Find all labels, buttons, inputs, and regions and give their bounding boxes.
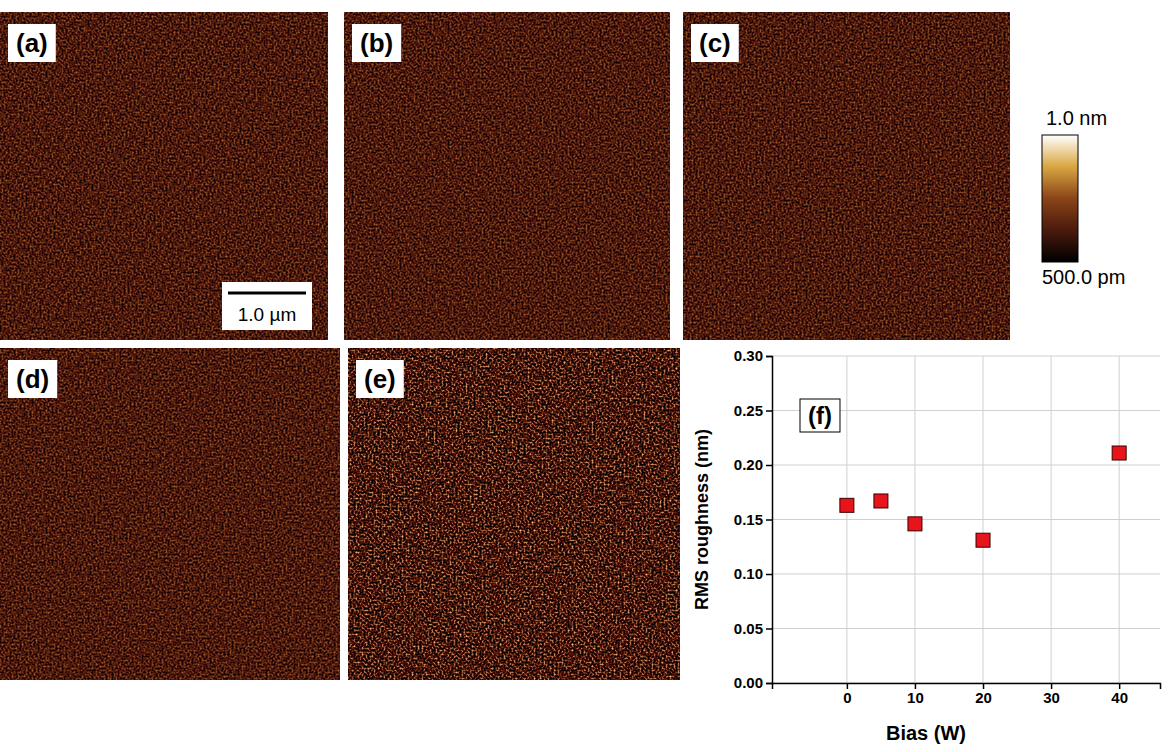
afm-panel: (e) (348, 348, 680, 680)
afm-image (683, 12, 1010, 340)
point (840, 498, 854, 512)
tick: 20 (975, 683, 992, 706)
tick-label: 0.15 (734, 511, 763, 528)
scale-bar-label: 1.0 µm (238, 304, 296, 325)
panel-label-box (352, 24, 401, 62)
grid-line (772, 628, 1160, 629)
tick: 0.00 (734, 674, 772, 691)
grid-line (772, 519, 1160, 520)
afm-image (0, 12, 328, 340)
tick: 0.05 (734, 620, 772, 637)
panel-label-box (8, 24, 56, 62)
afm-panel: (d) (0, 348, 340, 680)
tick-mark (766, 410, 772, 412)
grid-line (772, 574, 1160, 575)
tick-label: 0 (843, 689, 851, 706)
scale-bar-line (228, 292, 306, 295)
afm-panel: (c) (683, 12, 1010, 340)
figure: (a) (b) (c) (d) (e) 1.0 µm 1.0 nm 500.0 pm 0 10 20… (0, 0, 1171, 752)
tick-label: 0.00 (734, 674, 763, 691)
tick-label: 20 (975, 689, 992, 706)
tick: 40 (1111, 683, 1128, 706)
grid-line (772, 356, 1160, 357)
colorbar-label: 500.0 pm (1042, 266, 1125, 288)
colorbar-label: 1.0 nm (1046, 107, 1107, 129)
point (976, 533, 990, 547)
scale-bar-box (222, 282, 312, 330)
tick-label: 0.05 (734, 620, 763, 637)
tick-mark (766, 683, 772, 685)
panel-label: (a) (16, 28, 48, 58)
panel-label-box (356, 360, 404, 398)
panel-label: (f) (808, 402, 832, 429)
grid-line (1051, 356, 1052, 683)
point (1112, 446, 1126, 460)
tick: 0.20 (734, 456, 772, 473)
tick-label: 0.10 (734, 565, 763, 582)
colorbar-ramp (1042, 135, 1078, 262)
tick-label: 10 (907, 689, 924, 706)
tick: 0.30 (734, 347, 772, 364)
tick-label: 0.30 (734, 347, 763, 364)
grid-line (772, 465, 1160, 466)
tick-label: 40 (1111, 689, 1128, 706)
afm-image (348, 348, 680, 680)
tick-mark (766, 628, 772, 630)
axis-line (773, 684, 1161, 690)
afm-image (344, 12, 670, 340)
tick-mark (766, 519, 772, 521)
grid-line (846, 356, 847, 683)
grid-line (983, 356, 984, 683)
panel-label-box (800, 399, 840, 432)
panel-label: (d) (16, 364, 49, 394)
panel-label: (b) (360, 28, 393, 58)
x-axis: 0 10 20 30 40 (773, 683, 1161, 706)
tick: 0.15 (734, 511, 772, 528)
tick-label: 30 (1043, 689, 1060, 706)
afm-panel: (a) (0, 12, 328, 340)
tick-label: 0.20 (734, 456, 763, 473)
tick: 30 (1043, 683, 1060, 706)
tick-label: 0.25 (734, 402, 763, 419)
points (840, 446, 1126, 547)
afm-panel: (b) (344, 12, 670, 340)
point (908, 517, 922, 531)
chart: 0 10 20 30 40 0.00 0.05 0.10 0.15 0.20 0.25 0.30 (f)… (692, 347, 1161, 744)
tick: 0.10 (734, 565, 772, 582)
axis-line (766, 357, 773, 684)
grid-line (1119, 356, 1120, 683)
afm-image (0, 348, 340, 680)
panel-label: (e) (364, 364, 396, 394)
grid (772, 356, 1160, 683)
tick-mark (766, 356, 772, 358)
tick-mark (766, 465, 772, 467)
tick: 0 (843, 683, 851, 706)
point (874, 494, 888, 508)
colorbar: 1.0 nm 500.0 pm (1042, 107, 1125, 288)
tick: 10 (907, 683, 924, 706)
panel-label-box (691, 24, 739, 62)
y-axis: 0.00 0.05 0.10 0.15 0.20 0.25 0.30 (734, 347, 773, 691)
y-axis-title: RMS roughness (nm) (692, 429, 712, 610)
panel-label: (c) (699, 28, 731, 58)
tick: 0.25 (734, 402, 772, 419)
scale-bar: 1.0 µm (222, 282, 312, 330)
x-axis-title: Bias (W) (886, 722, 966, 744)
panel-label-box (8, 360, 57, 398)
tick-mark (766, 574, 772, 576)
